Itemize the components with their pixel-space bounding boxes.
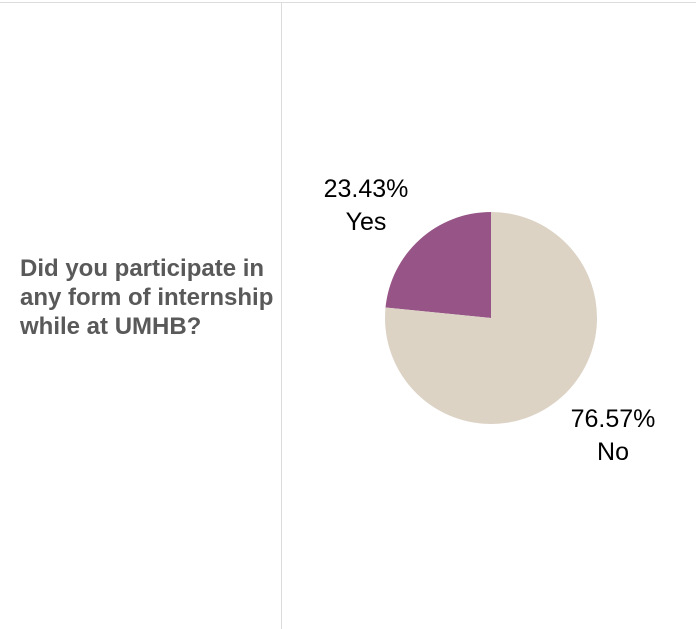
pie-slices bbox=[385, 211, 598, 424]
pie-slice-no bbox=[385, 211, 598, 424]
slice-label-yes-name: Yes bbox=[346, 208, 387, 236]
slice-label-no-percent: 76.57% bbox=[571, 405, 656, 433]
top-rule bbox=[0, 2, 696, 3]
pie-slice-yes bbox=[385, 212, 491, 318]
column-divider bbox=[281, 3, 282, 629]
survey-question: Did you participate in any form of inter… bbox=[20, 255, 274, 340]
pie-chart: 23.43% Yes 76.57% No bbox=[324, 175, 656, 466]
slice-label-no-name: No bbox=[597, 438, 629, 466]
slice-label-yes-percent: 23.43% bbox=[324, 175, 409, 203]
